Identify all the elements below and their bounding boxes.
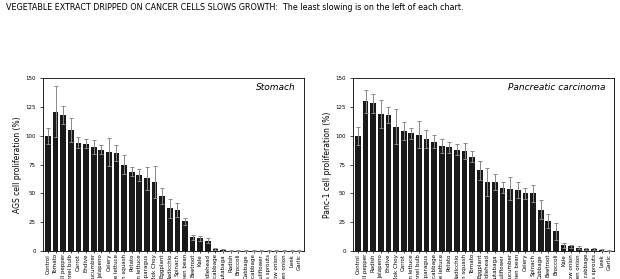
Bar (167, 208, 172, 251)
Text: Stomach: Stomach (256, 83, 296, 92)
Bar (507, 189, 513, 251)
Bar (175, 210, 180, 251)
Bar (409, 133, 414, 251)
Bar (439, 146, 445, 251)
Bar (530, 193, 536, 251)
Bar (485, 182, 490, 251)
Y-axis label: Panc-1 cell proliferation (%): Panc-1 cell proliferation (%) (324, 111, 332, 218)
Bar (515, 190, 521, 251)
Text: Pancreatic carcinoma: Pancreatic carcinoma (508, 83, 606, 92)
Bar (91, 147, 97, 251)
Bar (386, 115, 391, 251)
Bar (469, 157, 475, 251)
Bar (492, 182, 498, 251)
Bar (477, 170, 482, 251)
Bar (454, 150, 460, 251)
Bar (378, 114, 384, 251)
Bar (144, 179, 150, 251)
Bar (220, 250, 226, 251)
Bar (432, 141, 437, 251)
Bar (538, 210, 544, 251)
Bar (462, 151, 467, 251)
Bar (393, 127, 399, 251)
Bar (576, 248, 582, 251)
Bar (446, 147, 452, 251)
Bar (500, 188, 505, 251)
Bar (205, 241, 211, 251)
Bar (197, 239, 203, 251)
Bar (76, 143, 81, 251)
Text: VEGETABLE EXTRACT DRIPPED ON CANCER CELLS SLOWS GROWTH:  The least slowing is on: VEGETABLE EXTRACT DRIPPED ON CANCER CELL… (6, 3, 464, 12)
Bar (599, 250, 604, 251)
Y-axis label: AGS cell proliferation (%): AGS cell proliferation (%) (14, 116, 22, 213)
Bar (136, 175, 142, 251)
Bar (546, 221, 551, 251)
Bar (122, 165, 127, 251)
Bar (83, 144, 89, 251)
Bar (423, 139, 429, 251)
Bar (60, 115, 66, 251)
Bar (370, 104, 376, 251)
Bar (113, 153, 119, 251)
Bar (106, 152, 112, 251)
Bar (213, 249, 218, 251)
Bar (553, 232, 559, 251)
Bar (190, 237, 195, 251)
Bar (591, 249, 597, 251)
Bar (99, 150, 104, 251)
Bar (523, 193, 528, 251)
Bar (569, 246, 574, 251)
Bar (583, 249, 589, 251)
Bar (416, 135, 422, 251)
Bar (159, 196, 165, 251)
Bar (401, 131, 407, 251)
Bar (152, 182, 157, 251)
Bar (363, 101, 368, 251)
Bar (560, 245, 567, 251)
Bar (53, 112, 58, 251)
Bar (182, 221, 188, 251)
Bar (355, 136, 361, 251)
Bar (129, 172, 135, 251)
Bar (68, 130, 74, 251)
Bar (45, 136, 51, 251)
